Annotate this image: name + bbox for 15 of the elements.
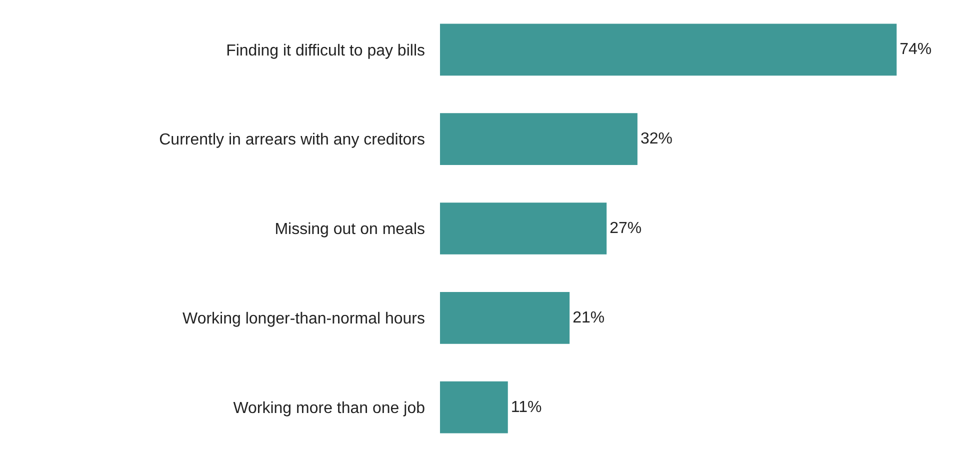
data-label: 11% xyxy=(510,398,542,416)
bar xyxy=(440,381,508,434)
data-label: 32% xyxy=(640,130,672,148)
y-tick-label: Working longer-than-normal hours xyxy=(182,310,425,328)
bar xyxy=(440,292,570,344)
y-tick-label: Currently in arrears with any creditors xyxy=(159,132,425,149)
bar xyxy=(440,113,638,166)
bar xyxy=(440,202,607,254)
data-label: 74% xyxy=(900,41,932,58)
data-label: 27% xyxy=(610,220,642,237)
data-label: 21% xyxy=(572,309,605,326)
y-tick-label: Finding it difficult to pay bills xyxy=(226,42,425,60)
y-tick-label: Missing out on meals xyxy=(274,221,425,238)
bar xyxy=(440,24,897,76)
y-tick-label: Working more than one job xyxy=(233,400,426,417)
